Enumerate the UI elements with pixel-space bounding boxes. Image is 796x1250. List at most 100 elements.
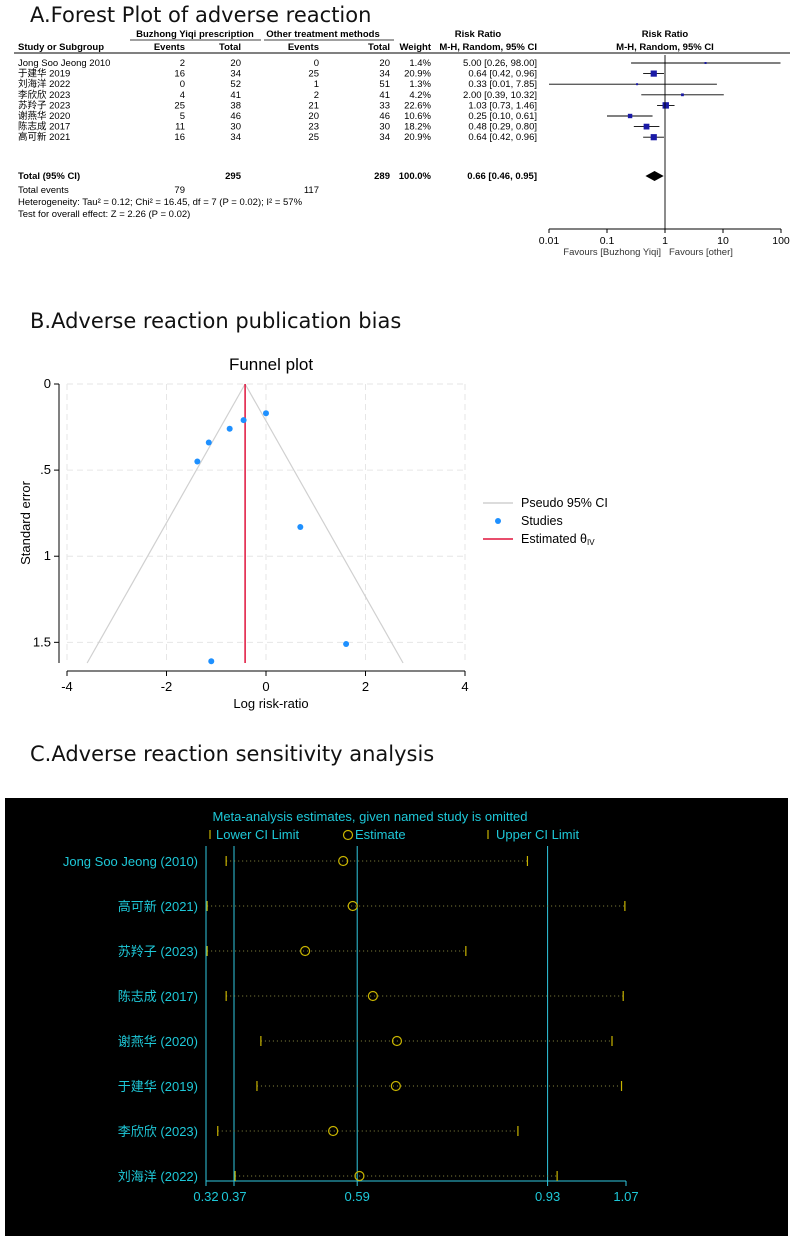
study-ci-text: 0.64 [0.42, 0.96]	[468, 132, 537, 143]
omitted-study-label: 李欣欣 (2023)	[118, 1124, 198, 1139]
study-weight: 1.4%	[409, 58, 431, 69]
study-events2: 2	[314, 90, 319, 101]
study-weight: 4.2%	[409, 90, 431, 101]
study-name: 苏羚子 2023	[18, 99, 70, 111]
funnel-x-label: Log risk-ratio	[233, 696, 308, 711]
legend-studies-marker	[495, 518, 501, 524]
study-point	[194, 458, 201, 465]
study-point	[205, 439, 212, 446]
estimate-mark	[354, 1170, 365, 1182]
study-total2: 34	[379, 69, 390, 80]
col-header-method: M-H, Random, 95% CI	[439, 42, 537, 53]
legend-estimate-label: Estimated θIV	[521, 532, 595, 547]
study-point	[704, 62, 707, 64]
study-point	[681, 93, 684, 97]
sensitivity-x-tick-label: 0.93	[535, 1189, 560, 1204]
study-total2: 41	[379, 90, 390, 101]
col-header-events1: Events	[154, 42, 185, 53]
study-ci-text: 0.64 [0.42, 0.96]	[468, 69, 537, 80]
study-point	[297, 523, 304, 530]
col-header-total2: Total	[368, 42, 390, 53]
estimate-mark	[338, 855, 349, 867]
legend-studies-label: Studies	[521, 514, 563, 528]
sensitivity-x-tick-label: 1.07	[613, 1189, 638, 1204]
total-diamond	[645, 171, 664, 181]
sensitivity-x-tick-label: 0.32	[193, 1189, 218, 1204]
study-weight: 1.3%	[409, 79, 431, 90]
funnel-plot: Funnel plot -4 -2 0 2 4 0 .5 1 1.5 Log risk-ratio S…	[18, 355, 608, 711]
study-events1: 16	[174, 69, 185, 80]
col-header-weight: Weight	[400, 42, 432, 53]
omitted-study-label: 苏羚子 (2023)	[118, 944, 198, 959]
funnel-x-tick-label: -4	[61, 679, 73, 694]
study-name: 谢燕华 2020	[18, 110, 70, 122]
study-ci-text: 0.25 [0.10, 0.61]	[468, 111, 537, 122]
study-point	[263, 410, 269, 417]
study-point	[662, 102, 669, 109]
group-header-ratio-plot: Risk Ratio	[642, 29, 689, 40]
study-point	[643, 123, 650, 130]
omitted-study-label: 刘海洋 (2022)	[118, 1169, 198, 1184]
study-name: 高可新 2021	[18, 131, 70, 143]
col-header-method-plot: M-H, Random, 95% CI	[616, 42, 714, 53]
study-events1: 0	[180, 79, 185, 90]
panel-c-title: C.Adverse reaction sensitivity analysis	[30, 742, 435, 766]
study-total1: 46	[230, 111, 241, 122]
legend-lower-label: Lower CI Limit	[216, 827, 299, 842]
study-name: 于建华 2019	[18, 68, 70, 80]
total-events-label: Total events	[18, 185, 69, 196]
study-ci-text: 1.03 [0.73, 1.46]	[468, 100, 537, 111]
study-name: Jong Soo Jeong 2010	[18, 58, 110, 69]
heterogeneity-text: Heterogeneity: Tau² = 0.12; Chi² = 16.45…	[18, 197, 303, 208]
total-weight: 100.0%	[399, 171, 432, 182]
forest-x-tick-label: 0.1	[600, 235, 615, 247]
sensitivity-title: Meta-analysis estimates, given named stu…	[212, 809, 527, 824]
legend-estimate-marker	[342, 829, 354, 841]
total-total2: 289	[374, 171, 390, 182]
col-header-events2: Events	[288, 42, 319, 53]
study-events1: 16	[174, 132, 185, 143]
study-events1: 11	[175, 122, 185, 133]
col-header-total1: Total	[219, 42, 241, 53]
omitted-study-label: 谢燕华 (2020)	[118, 1034, 198, 1049]
study-events2: 25	[308, 69, 319, 80]
study-total2: 33	[379, 100, 390, 111]
study-point	[627, 113, 633, 119]
estimate-mark	[367, 990, 378, 1002]
study-events1: 4	[180, 90, 185, 101]
funnel-y-tick-label: .5	[40, 462, 51, 477]
study-total2: 34	[379, 132, 390, 143]
study-total1: 30	[230, 122, 241, 133]
col-header-study: Study or Subgroup	[18, 42, 104, 53]
study-point	[208, 658, 215, 665]
funnel-y-label: Standard error	[18, 480, 33, 564]
estimate-mark	[328, 1125, 339, 1137]
sensitivity-x-tick-label: 0.59	[345, 1189, 370, 1204]
funnel-x-tick-label: 0	[262, 679, 269, 694]
study-events2: 0	[314, 58, 319, 69]
sensitivity-background	[5, 798, 788, 1236]
study-total1: 38	[230, 100, 241, 111]
omitted-study-label: 陈志成 (2017)	[118, 989, 198, 1004]
study-point	[636, 83, 639, 86]
omitted-study-label: 于建华 (2019)	[118, 1079, 198, 1094]
study-ci-text: 0.48 [0.29, 0.80]	[468, 122, 537, 133]
favours-right-label: Favours [other]	[669, 247, 733, 258]
study-point	[240, 417, 247, 424]
omitted-study-label: 高可新 (2021)	[118, 899, 198, 914]
study-total2: 46	[379, 111, 390, 122]
study-total1: 34	[230, 132, 241, 143]
funnel-y-tick-label: 0	[44, 376, 51, 391]
pseudo-ci-left	[86, 383, 246, 664]
group-header-ratio: Risk Ratio	[455, 29, 502, 40]
total-ci-text: 0.66 [0.46, 0.95]	[467, 171, 537, 182]
study-events2: 20	[308, 111, 319, 122]
study-total2: 20	[379, 58, 390, 69]
study-events1: 25	[174, 100, 185, 111]
forest-x-tick-label: 100	[772, 235, 790, 247]
forest-plot: Buzhong Yiqi prescription Other treatment…	[14, 29, 790, 258]
study-ci-text: 5.00 [0.26, 98.00]	[463, 58, 537, 69]
study-events2: 1	[314, 79, 319, 90]
estimate-mark	[391, 1035, 403, 1047]
study-events2: 25	[308, 132, 319, 143]
